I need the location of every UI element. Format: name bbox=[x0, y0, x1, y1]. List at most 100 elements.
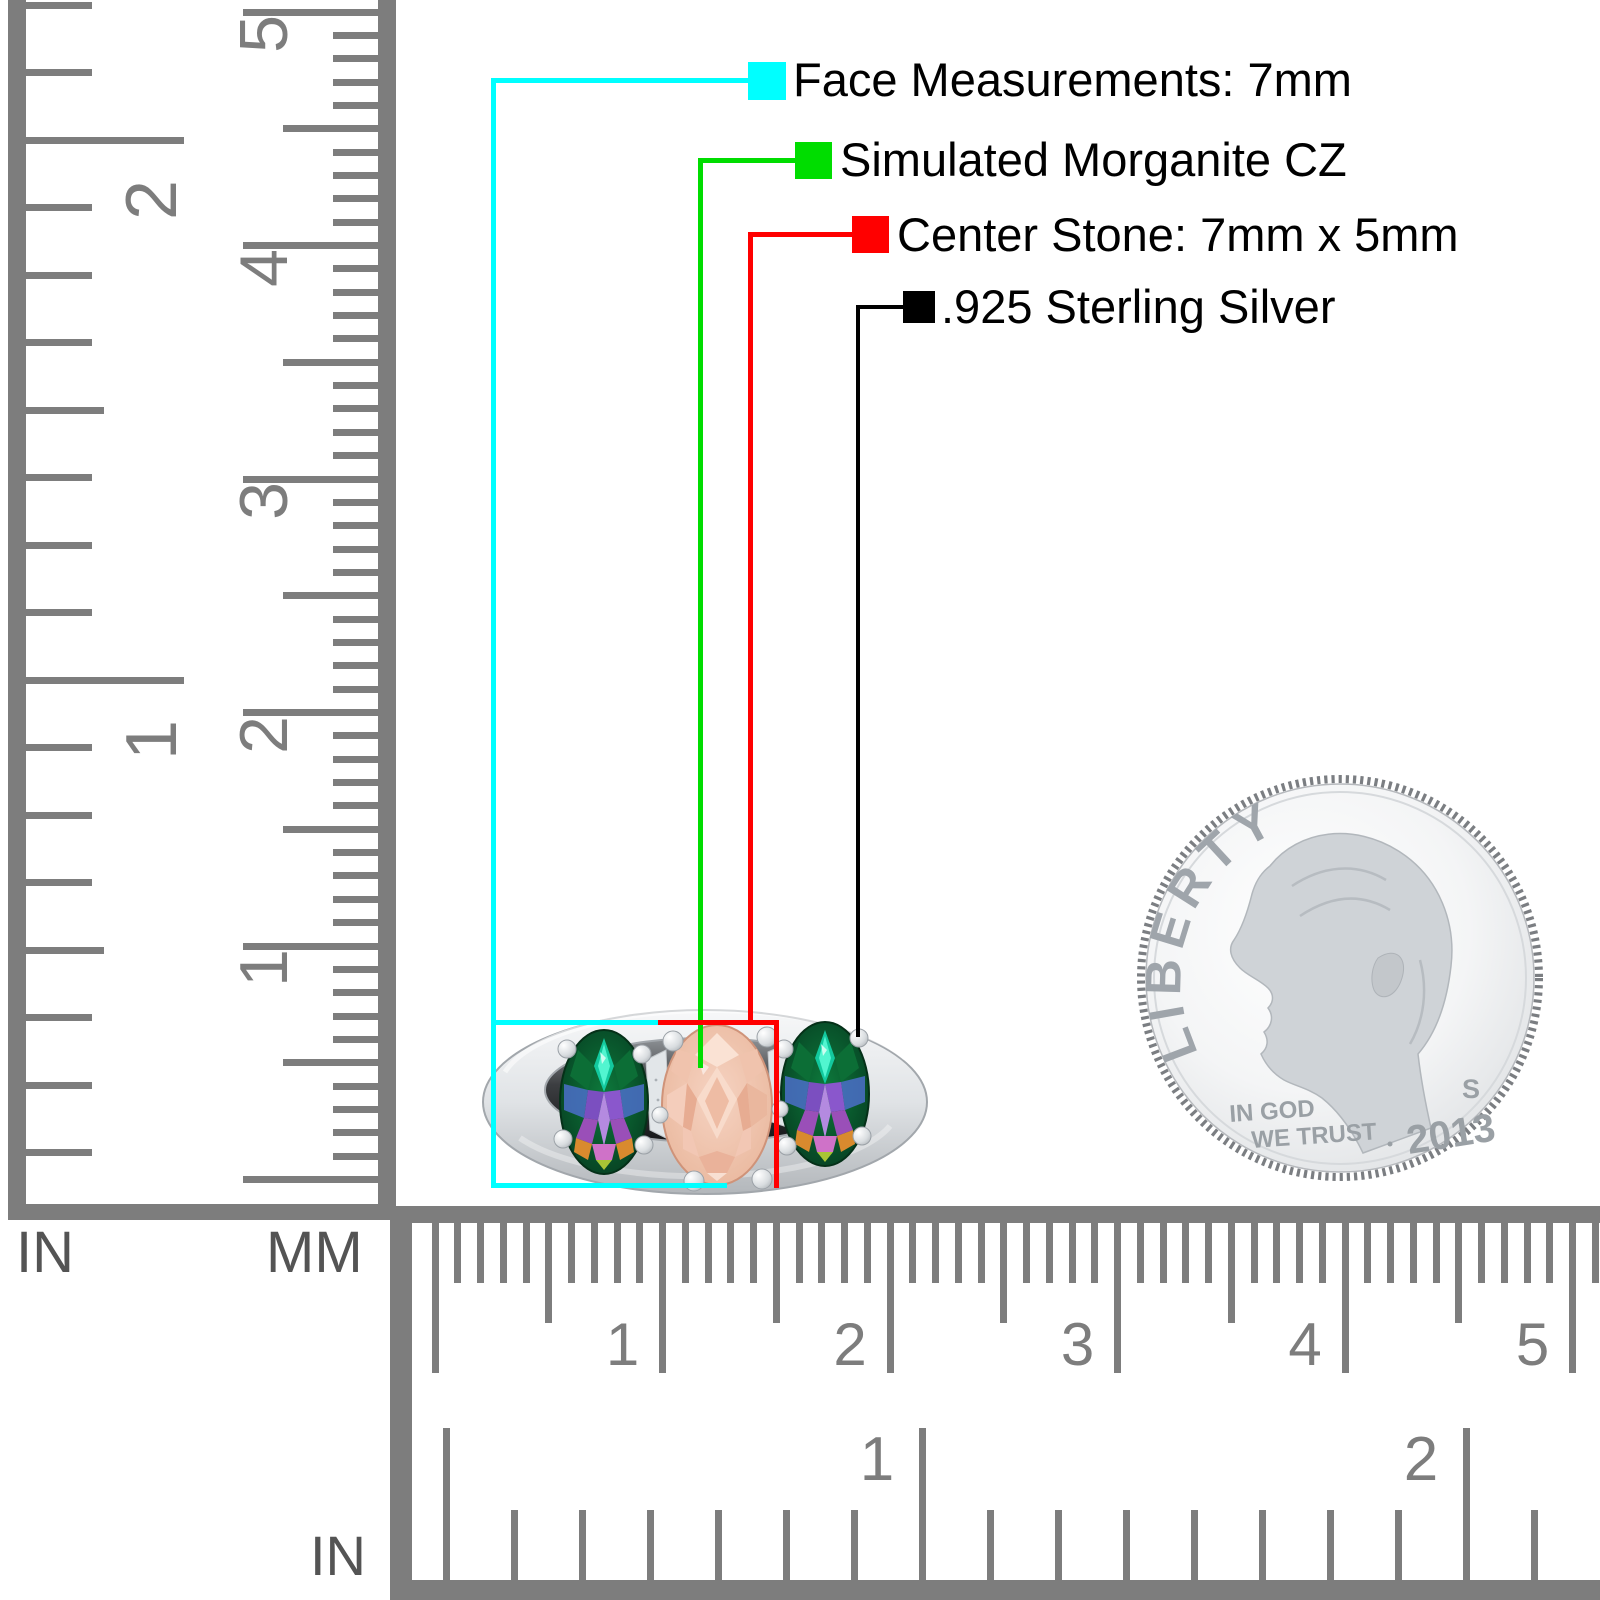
bottom-ruler-mm-tick bbox=[1273, 1223, 1281, 1283]
bottom-ruler-mm-tick bbox=[1159, 1223, 1167, 1283]
simulated-morganite-label: Simulated Morganite CZ bbox=[840, 133, 1347, 186]
left-ruler-mm-tick bbox=[243, 709, 378, 716]
left-ruler-mm-tick bbox=[333, 545, 378, 553]
bottom-ruler-mm-tick bbox=[545, 1223, 553, 1323]
left-ruler-inch-tick bbox=[26, 541, 92, 549]
bottom-ruler-mm-tick bbox=[954, 1223, 962, 1283]
bottom-ruler-mm-tick bbox=[522, 1223, 530, 1283]
left-ruler-mm-tick bbox=[333, 498, 378, 506]
bottom-ruler-mm-tick bbox=[1114, 1223, 1121, 1373]
left-ruler-mm-tick bbox=[283, 125, 378, 133]
bottom-ruler-mm-tick bbox=[1591, 1223, 1599, 1283]
left-ruler-mm-tick bbox=[333, 428, 378, 436]
left-ruler-mm-tick bbox=[333, 1012, 378, 1020]
left-ruler-inch-number: 1 bbox=[112, 719, 192, 761]
left-ruler-mm-tick bbox=[333, 195, 378, 203]
bottom-ruler-mm-tick bbox=[704, 1223, 712, 1283]
bottom-ruler-inch-tick bbox=[782, 1510, 790, 1580]
bottom-ruler-mm-tick bbox=[932, 1223, 939, 1283]
bottom-ruler-mm-tick bbox=[1205, 1223, 1212, 1283]
left-ruler-mm-tick bbox=[333, 522, 378, 530]
left-ruler-right-edge bbox=[378, 0, 396, 1220]
left-ruler-mm-tick bbox=[333, 265, 378, 273]
bottom-ruler-mm-tick bbox=[477, 1223, 484, 1283]
bottom-ruler-mm-tick bbox=[795, 1223, 803, 1283]
bottom-ruler-inch-tick bbox=[850, 1510, 858, 1580]
left-ruler-mm-tick bbox=[333, 171, 378, 179]
bottom-ruler-inch-tick bbox=[1462, 1428, 1470, 1580]
face-measurement-bracket-top bbox=[491, 1020, 658, 1025]
bottom-ruler-mm-tick bbox=[727, 1223, 735, 1283]
left-ruler-mm-tick bbox=[333, 732, 378, 740]
left-ruler-mm-tick bbox=[243, 475, 378, 483]
face-measurement-callout-v bbox=[491, 78, 496, 1188]
left-ruler-cm-number: 3 bbox=[226, 482, 302, 520]
bottom-ruler-mm-tick bbox=[1045, 1223, 1053, 1283]
bottom-ruler-inch-number: 1 bbox=[859, 1425, 895, 1494]
bottom-ruler-mm-tick bbox=[1432, 1223, 1440, 1283]
left-ruler-inch-tick bbox=[26, 406, 104, 414]
left-ruler-mm-tick bbox=[333, 101, 378, 109]
bottom-ruler-mm-tick bbox=[818, 1223, 826, 1283]
bottom-ruler-mm-tick bbox=[1387, 1223, 1394, 1283]
left-ruler-mm-tick bbox=[333, 779, 378, 787]
bottom-ruler-mm-tick bbox=[886, 1223, 894, 1373]
bottom-ruler-mm-tick bbox=[1250, 1223, 1258, 1283]
left-ruler-mm-tick bbox=[333, 452, 378, 460]
bottom-ruler-left-edge bbox=[390, 1206, 412, 1600]
left-ruler-mm-tick bbox=[333, 78, 378, 86]
designer-initials-mark bbox=[1387, 1141, 1393, 1147]
left-ruler-inch-tick bbox=[26, 339, 92, 346]
bottom-ruler-mm-tick bbox=[568, 1223, 575, 1283]
left-ruler-mm-tick bbox=[333, 218, 378, 226]
bottom-ruler-mm-tick bbox=[1546, 1223, 1554, 1283]
left-ruler-mm-tick bbox=[333, 755, 378, 763]
left-ruler-mm-tick bbox=[283, 825, 378, 833]
bottom-ruler-mm-tick bbox=[613, 1223, 621, 1283]
left-ruler-mm-tick bbox=[333, 312, 378, 320]
center-stone-label: Center Stone: 7mm x 5mm bbox=[897, 208, 1459, 261]
bottom-ruler-mm-tick bbox=[659, 1223, 666, 1373]
bottom-ruler-inch-tick bbox=[442, 1428, 450, 1580]
left-ruler-inch-tick bbox=[26, 271, 92, 279]
left-ruler-inch-tick bbox=[26, 609, 92, 616]
bottom-ruler-mm-tick bbox=[1068, 1223, 1076, 1283]
left-ruler-mm-tick bbox=[333, 405, 378, 413]
left-ruler-inch-unit-label: IN bbox=[16, 1220, 74, 1285]
bottom-ruler-inch-tick bbox=[510, 1510, 518, 1580]
bottom-ruler-mm-tick bbox=[772, 1223, 780, 1323]
left-ruler-mm-tick bbox=[333, 1105, 378, 1113]
left-ruler-mm-tick bbox=[333, 1129, 378, 1137]
left-ruler-inch-tick bbox=[26, 811, 92, 819]
center-stone-box-top bbox=[658, 1020, 778, 1025]
sterling-silver-swatch bbox=[903, 291, 935, 323]
left-ruler-mm-tick bbox=[333, 335, 378, 343]
hair-detail-lines bbox=[1291, 867, 1426, 1045]
left-ruler-mm-tick bbox=[333, 989, 378, 997]
left-ruler-inch-tick bbox=[26, 136, 184, 144]
left-ruler-mm-tick bbox=[333, 615, 378, 623]
simulated-morganite-swatch bbox=[795, 142, 832, 179]
bottom-ruler-inch-tick bbox=[646, 1510, 654, 1580]
left-ruler-inch-tick bbox=[26, 474, 92, 481]
bottom-ruler-cm-number: 1 bbox=[605, 1311, 640, 1378]
center-stone-callout-h bbox=[750, 232, 852, 237]
left-ruler-mm-tick bbox=[243, 242, 378, 249]
left-ruler-inch-tick bbox=[26, 204, 92, 211]
left-ruler-mm-tick bbox=[333, 1035, 378, 1043]
bottom-ruler-mm-tick bbox=[1136, 1223, 1144, 1283]
bottom-ruler-inch-tick bbox=[1122, 1510, 1130, 1580]
coin-motto-line1: IN GOD bbox=[1229, 1095, 1316, 1128]
left-ruler-inch-tick bbox=[26, 1014, 92, 1021]
left-ruler-inch-tick bbox=[26, 1, 92, 9]
center-stone-swatch bbox=[852, 216, 889, 253]
bottom-ruler-mm-tick bbox=[590, 1223, 598, 1283]
bottom-ruler-mm-tick bbox=[431, 1223, 439, 1373]
left-ruler-mm-tick bbox=[333, 1152, 378, 1160]
prong-balls bbox=[553, 1026, 872, 1192]
left-ruler-cm-number: 4 bbox=[226, 248, 302, 287]
bottom-ruler-mm-tick bbox=[1318, 1223, 1326, 1283]
left-ruler-inch-tick bbox=[26, 879, 92, 886]
left-ruler-mm-tick bbox=[333, 638, 378, 646]
bottom-ruler-cm-number: 3 bbox=[1060, 1311, 1095, 1378]
